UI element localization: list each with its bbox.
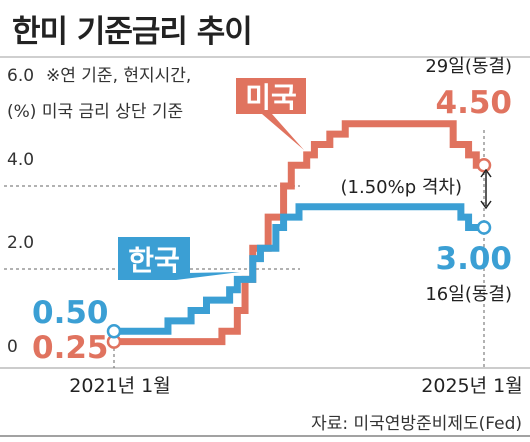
y-tick-0: 0	[7, 337, 18, 357]
y-tick-top: 6.0	[7, 66, 34, 86]
note-line-1: ※연 기준, 현지시간,	[46, 66, 191, 86]
chart-title: 한미 기준금리 추이	[12, 14, 253, 50]
us-end-label: 4.50	[436, 85, 513, 121]
korea-end-date-label: 16일(동결)	[425, 284, 512, 305]
x-tick-start: 2021년 1월	[69, 375, 170, 397]
us-end-marker	[476, 158, 492, 173]
korea-tag-shape	[118, 237, 240, 280]
series-line-us	[114, 120, 484, 346]
korea-end-marker	[476, 220, 492, 235]
korea-start-marker	[106, 324, 122, 339]
korea-tag: 한국	[118, 237, 240, 280]
korea-start-label: 0.50	[32, 295, 109, 331]
title-bar: 한미 기준금리 추이	[0, 0, 530, 58]
gap-annotation: (1.50%p 격차)	[341, 177, 463, 198]
note-line-2: (%) 미국 금리 상단 기준	[7, 102, 183, 122]
source-note: 자료: 미국연방준비제도(Fed)	[311, 414, 522, 434]
us-tag: 미국	[236, 78, 306, 150]
x-tick-end: 2025년 1월	[421, 375, 522, 397]
us-end-date-label: 29일(동결)	[425, 56, 512, 77]
korea-end-label: 3.00	[436, 241, 513, 277]
us-start-label: 0.25	[32, 330, 109, 366]
us-tag-label: 미국	[245, 81, 297, 114]
series-layer	[106, 120, 492, 349]
y-tick-4: 4.0	[7, 150, 34, 170]
y-tick-2: 2.0	[7, 233, 34, 253]
gap-arrow	[480, 168, 492, 210]
us-tag-shape	[236, 78, 306, 150]
series-line-korea	[114, 203, 484, 335]
korea-tag-label: 한국	[128, 244, 180, 277]
